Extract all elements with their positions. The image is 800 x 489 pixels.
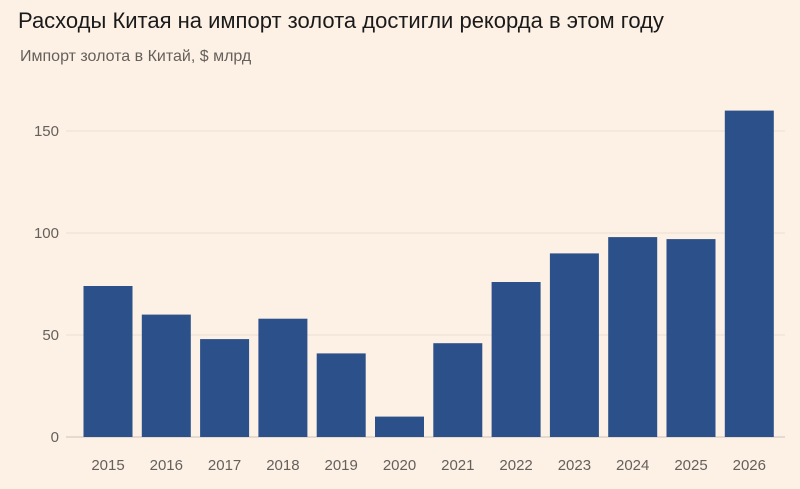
bar-2021 — [433, 343, 483, 437]
bar-2022 — [491, 282, 541, 437]
chart-subtitle: Импорт золота в Китай, $ млрд — [20, 48, 252, 65]
bar-2015 — [83, 286, 133, 437]
x-tick-label: 2022 — [499, 457, 532, 474]
x-tick-label: 2023 — [558, 457, 591, 474]
y-tick-label: 50 — [42, 327, 59, 344]
bar-2024 — [608, 237, 658, 437]
bar-2018 — [258, 318, 308, 437]
y-tick-label: 0 — [51, 429, 59, 446]
bar-2016 — [141, 314, 191, 437]
bars — [83, 110, 774, 437]
bar-2026 — [724, 110, 774, 437]
x-tick-label: 2021 — [441, 457, 474, 474]
x-tick-label: 2020 — [383, 457, 416, 474]
bar-2019 — [316, 353, 366, 437]
chart-title: Расходы Китая на импорт золота достигли … — [18, 8, 664, 33]
x-tick-label: 2026 — [733, 457, 766, 474]
y-axis-tick-labels: 0 50 100 150 — [34, 123, 59, 446]
x-tick-label: 2018 — [266, 457, 299, 474]
x-axis-tick-labels: 2015 2016 2017 2018 2019 2020 2021 2022 2023 2024… — [91, 457, 766, 474]
x-tick-label: 2015 — [91, 457, 124, 474]
x-tick-label: 2017 — [208, 457, 241, 474]
y-tick-label: 100 — [34, 225, 59, 242]
bar-2017 — [200, 339, 250, 437]
bar-2020 — [375, 416, 424, 437]
x-tick-label: 2025 — [674, 457, 707, 474]
x-tick-label: 2024 — [616, 457, 649, 474]
x-tick-label: 2019 — [325, 457, 358, 474]
bar-2025 — [666, 239, 716, 437]
bar-2023 — [549, 253, 599, 437]
y-tick-label: 150 — [34, 123, 59, 140]
x-tick-label: 2016 — [150, 457, 183, 474]
